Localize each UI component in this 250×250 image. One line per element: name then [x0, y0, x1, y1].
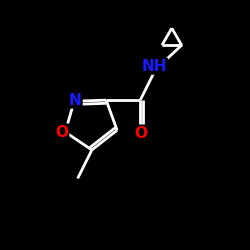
Text: O: O [55, 124, 68, 140]
Text: O: O [134, 126, 147, 140]
Text: N: N [69, 92, 82, 108]
Text: NH: NH [142, 59, 167, 74]
